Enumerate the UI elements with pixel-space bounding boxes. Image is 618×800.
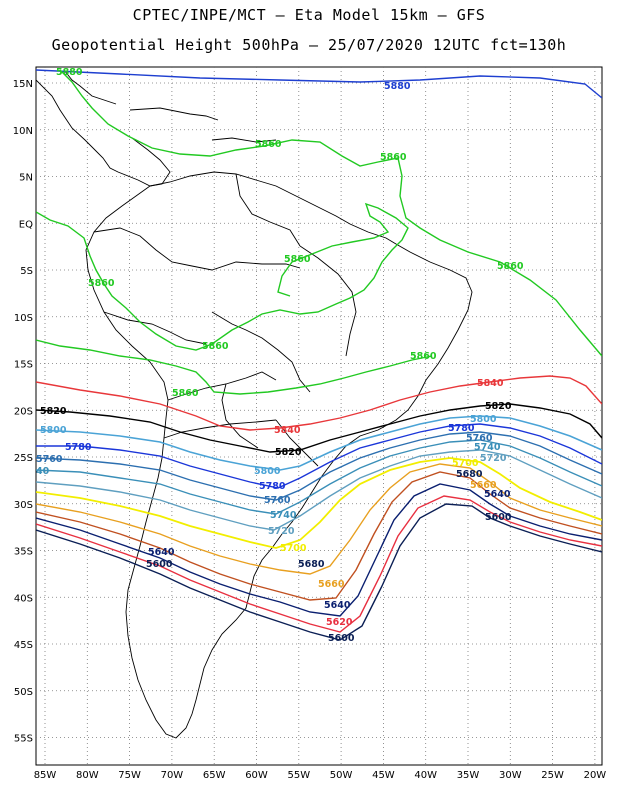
lat-label: EQ: [19, 219, 33, 230]
contour-label: 5860: [172, 388, 199, 399]
lat-label: 45S: [14, 640, 33, 651]
lon-label: 35W: [457, 770, 480, 781]
contour-label: 5620: [326, 617, 353, 628]
contour-label: 5740: [270, 510, 297, 521]
contour-label: 5820: [40, 406, 67, 417]
lat-label: 35S: [14, 547, 33, 558]
longitude-labels: 85W 80W 75W 70W 65W 60W 55W 50W 45W 40W 35W 30W 25W 2…: [34, 770, 607, 781]
contour-label: 5760: [466, 433, 493, 444]
contour-lines: [36, 69, 602, 641]
contour-labels: 5880 5880 5860 5860 5860 5860 5860 5860 …: [36, 67, 524, 644]
contour-label: 5780: [259, 481, 286, 492]
contour-label: 5640: [484, 489, 511, 500]
contour-label: 5680: [456, 469, 483, 480]
contour-5860-amazon: [36, 202, 409, 351]
contour-label: 5860: [410, 351, 437, 362]
lat-label: 40S: [14, 593, 33, 604]
contour-label: 5840: [274, 425, 301, 436]
contour-label: 5860: [497, 261, 524, 272]
contour-label: 5860: [380, 152, 407, 163]
lon-label: 55W: [287, 770, 310, 781]
contour-5640: [36, 483, 602, 617]
contour-label: 5600: [485, 512, 512, 523]
contour-label: 5840: [477, 378, 504, 389]
contour-5740: [36, 439, 602, 515]
contour-label: 5880: [384, 81, 411, 92]
lat-label: 50S: [14, 687, 33, 698]
lat-label: 10S: [14, 313, 33, 324]
contour-5660: [36, 471, 602, 601]
contour-label: 40: [36, 466, 50, 477]
lon-label: 70W: [161, 770, 184, 781]
contour-5860-south: [36, 339, 433, 395]
lat-label: 15S: [14, 360, 33, 371]
contour-5860-north: [59, 69, 602, 357]
lon-label: 30W: [499, 770, 522, 781]
contour-label: 5600: [146, 559, 173, 570]
contour-5780: [36, 423, 602, 489]
contour-5880: [36, 69, 602, 99]
lat-label: 10N: [13, 126, 33, 137]
contour-label: 5760: [36, 454, 63, 465]
lat-label: 30S: [14, 500, 33, 511]
lon-label: 40W: [414, 770, 437, 781]
contour-label: 5860: [284, 254, 311, 265]
contour-label: 5660: [470, 480, 497, 491]
contour-5680: [36, 463, 602, 575]
contour-label: 5860: [202, 341, 229, 352]
lat-lon-grid: [36, 67, 602, 765]
contour-label: 5780: [65, 442, 92, 453]
lon-label: 85W: [34, 770, 57, 781]
lat-label: 20S: [14, 406, 33, 417]
contour-5820: [36, 403, 602, 453]
contour-5700: [36, 457, 602, 549]
lon-label: 20W: [584, 770, 607, 781]
contour-label: 5600: [328, 633, 355, 644]
contour-label: 5700: [452, 458, 479, 469]
contour-5800: [36, 415, 602, 471]
contour-label: 5680: [298, 559, 325, 570]
lat-label: 5S: [20, 266, 33, 277]
lat-label: 15N: [13, 79, 33, 90]
map-title-line-2: Geopotential Height 500hPa – 25/07/2020 …: [51, 36, 567, 54]
contour-label: 5720: [480, 453, 507, 464]
lon-label: 60W: [245, 770, 268, 781]
lat-label: 55S: [14, 734, 33, 745]
contour-label: 5880: [56, 67, 83, 78]
contour-label: 5720: [268, 526, 295, 537]
contour-5840: [36, 375, 602, 431]
lon-label: 65W: [203, 770, 226, 781]
coastlines: [36, 69, 473, 739]
map-frame: [35, 66, 603, 766]
contour-label: 5760: [264, 495, 291, 506]
lon-label: 25W: [541, 770, 564, 781]
contour-5720: [36, 449, 602, 531]
lon-label: 80W: [76, 770, 99, 781]
contour-label: 5660: [318, 579, 345, 590]
contour-label: 5800: [254, 466, 281, 477]
contour-label: 5860: [88, 278, 115, 289]
lon-label: 75W: [118, 770, 141, 781]
contour-label: 5700: [280, 543, 307, 554]
latitude-labels: 15N 10N 5N EQ 5S 10S 15S 20S 25S 30S 35S 40S 45S 50S 5…: [13, 79, 33, 745]
contour-label: 5740: [474, 442, 501, 453]
contour-5760: [36, 431, 602, 501]
contour-label: 5780: [448, 423, 475, 434]
contour-label: 5640: [324, 600, 351, 611]
contour-label: 5820: [275, 447, 302, 458]
contour-label: 5860: [255, 139, 282, 150]
map-title-line-1: CPTEC/INPE/MCT – Eta Model 15km – GFS: [132, 6, 486, 24]
lon-label: 45W: [372, 770, 395, 781]
lon-label: 50W: [330, 770, 353, 781]
lat-label: 5N: [19, 173, 33, 184]
contour-label: 5640: [148, 547, 175, 558]
contour-label: 5820: [485, 401, 512, 412]
contour-5620: [36, 495, 602, 633]
contour-5600: [36, 503, 602, 641]
lat-label: 25S: [14, 453, 33, 464]
contour-label: 5800: [470, 414, 497, 425]
contour-label: 5800: [40, 425, 67, 436]
